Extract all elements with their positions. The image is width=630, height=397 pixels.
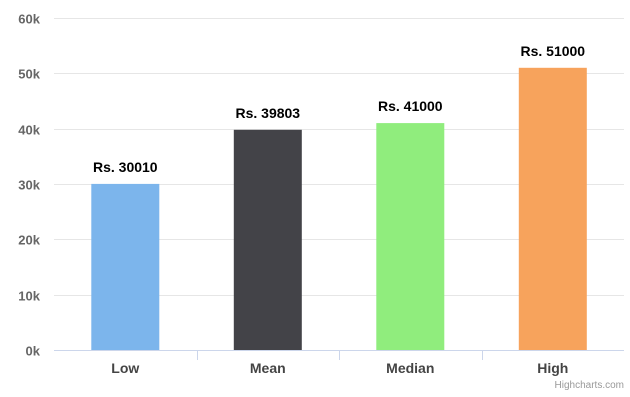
y-axis: 0k 10k 20k 30k 40k 50k 60k xyxy=(18,12,40,359)
x-tick-label: High xyxy=(537,360,568,376)
data-label-low: Rs. 30010 xyxy=(93,159,158,175)
x-axis: Low Mean Median High xyxy=(54,350,624,376)
data-label-mean: Rs. 39803 xyxy=(235,105,300,121)
credits-link[interactable]: Highcharts.com xyxy=(555,380,624,391)
bar-mean[interactable] xyxy=(233,129,302,350)
bar-high[interactable] xyxy=(518,67,587,351)
y-tick-label: 40k xyxy=(18,123,40,138)
bar-low[interactable] xyxy=(91,183,160,350)
x-tick-label: Low xyxy=(111,360,139,376)
y-tick-label: 30k xyxy=(18,178,40,193)
x-tick-label: Mean xyxy=(250,360,286,376)
y-tick-label: 60k xyxy=(18,12,40,27)
y-tick-label: 20k xyxy=(18,233,40,248)
data-label-median: Rs. 41000 xyxy=(378,98,443,114)
x-tick-label: Median xyxy=(386,360,434,376)
bar-median[interactable] xyxy=(376,123,445,350)
y-tick-label: 0k xyxy=(26,344,41,359)
y-tick-label: 50k xyxy=(18,67,40,82)
data-label-high: Rs. 51000 xyxy=(520,43,585,59)
bar-series xyxy=(91,67,587,351)
data-labels: Rs. 30010 Rs. 39803 Rs. 41000 Rs. 51000 xyxy=(93,43,585,175)
y-tick-label: 10k xyxy=(18,289,40,304)
